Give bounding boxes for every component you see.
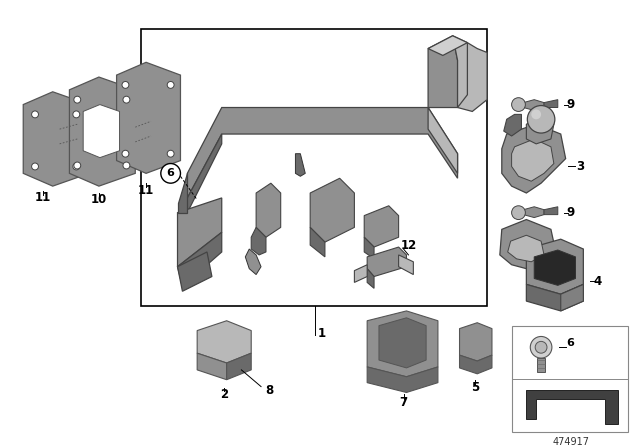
Circle shape (73, 111, 80, 118)
Polygon shape (367, 269, 374, 289)
Polygon shape (355, 265, 367, 282)
Polygon shape (526, 284, 583, 311)
Polygon shape (23, 92, 89, 186)
Polygon shape (526, 239, 583, 294)
Polygon shape (500, 220, 556, 269)
Polygon shape (177, 233, 221, 286)
Polygon shape (256, 183, 281, 237)
Polygon shape (452, 36, 467, 108)
Polygon shape (367, 311, 438, 377)
Polygon shape (544, 99, 558, 108)
Text: 9: 9 (566, 98, 575, 111)
Polygon shape (177, 252, 212, 291)
Circle shape (122, 82, 129, 88)
Polygon shape (428, 36, 458, 108)
Polygon shape (177, 198, 221, 267)
Polygon shape (502, 124, 566, 193)
Circle shape (123, 96, 130, 103)
Polygon shape (511, 139, 554, 181)
Circle shape (535, 341, 547, 353)
Polygon shape (116, 62, 180, 173)
Polygon shape (561, 284, 583, 311)
Text: 5: 5 (471, 381, 479, 394)
Circle shape (161, 164, 180, 183)
Polygon shape (310, 228, 325, 257)
Circle shape (531, 109, 541, 119)
Polygon shape (504, 114, 522, 136)
Bar (511, 326, 628, 432)
Bar (537, 358, 545, 372)
Text: 11: 11 (138, 184, 154, 197)
Polygon shape (460, 323, 492, 361)
Text: 8: 8 (265, 384, 273, 397)
Text: 474917: 474917 (552, 437, 589, 447)
Text: 10: 10 (91, 194, 107, 207)
Text: 4: 4 (593, 275, 601, 288)
Circle shape (31, 111, 38, 118)
Polygon shape (177, 173, 188, 213)
Polygon shape (227, 353, 252, 380)
Text: 3: 3 (577, 160, 584, 173)
Polygon shape (367, 247, 406, 276)
Polygon shape (460, 355, 492, 374)
Polygon shape (544, 207, 558, 215)
Circle shape (122, 150, 129, 157)
Polygon shape (364, 237, 374, 259)
Polygon shape (69, 77, 135, 186)
Polygon shape (364, 206, 399, 247)
Text: 6: 6 (566, 338, 575, 349)
Polygon shape (526, 117, 554, 144)
Circle shape (74, 162, 81, 169)
Polygon shape (310, 178, 355, 242)
Circle shape (73, 163, 80, 170)
Polygon shape (399, 255, 413, 275)
Polygon shape (428, 108, 458, 173)
Bar (141, 29, 487, 306)
Polygon shape (252, 228, 266, 255)
Polygon shape (379, 318, 426, 368)
Text: 11: 11 (35, 191, 51, 204)
Polygon shape (428, 36, 467, 56)
Polygon shape (197, 321, 252, 363)
Polygon shape (245, 249, 261, 275)
Polygon shape (524, 207, 544, 218)
Circle shape (167, 150, 174, 157)
Circle shape (531, 336, 552, 358)
Text: 2: 2 (220, 388, 228, 401)
Polygon shape (508, 235, 544, 262)
Text: 1: 1 (318, 327, 326, 340)
Circle shape (31, 163, 38, 170)
Polygon shape (296, 154, 305, 177)
Polygon shape (188, 108, 458, 198)
Polygon shape (188, 134, 221, 213)
Circle shape (527, 106, 555, 133)
Polygon shape (83, 104, 120, 158)
Circle shape (74, 96, 81, 103)
Polygon shape (524, 99, 544, 111)
Text: 7: 7 (399, 396, 408, 409)
Circle shape (511, 206, 525, 220)
Polygon shape (197, 353, 227, 380)
Polygon shape (534, 250, 575, 285)
Circle shape (167, 82, 174, 88)
Polygon shape (526, 389, 618, 424)
Circle shape (511, 98, 525, 112)
Circle shape (123, 162, 130, 169)
Polygon shape (367, 367, 438, 392)
Text: 9: 9 (566, 206, 575, 219)
Polygon shape (458, 43, 487, 112)
Text: 12: 12 (400, 239, 417, 252)
Text: 6: 6 (166, 168, 175, 178)
